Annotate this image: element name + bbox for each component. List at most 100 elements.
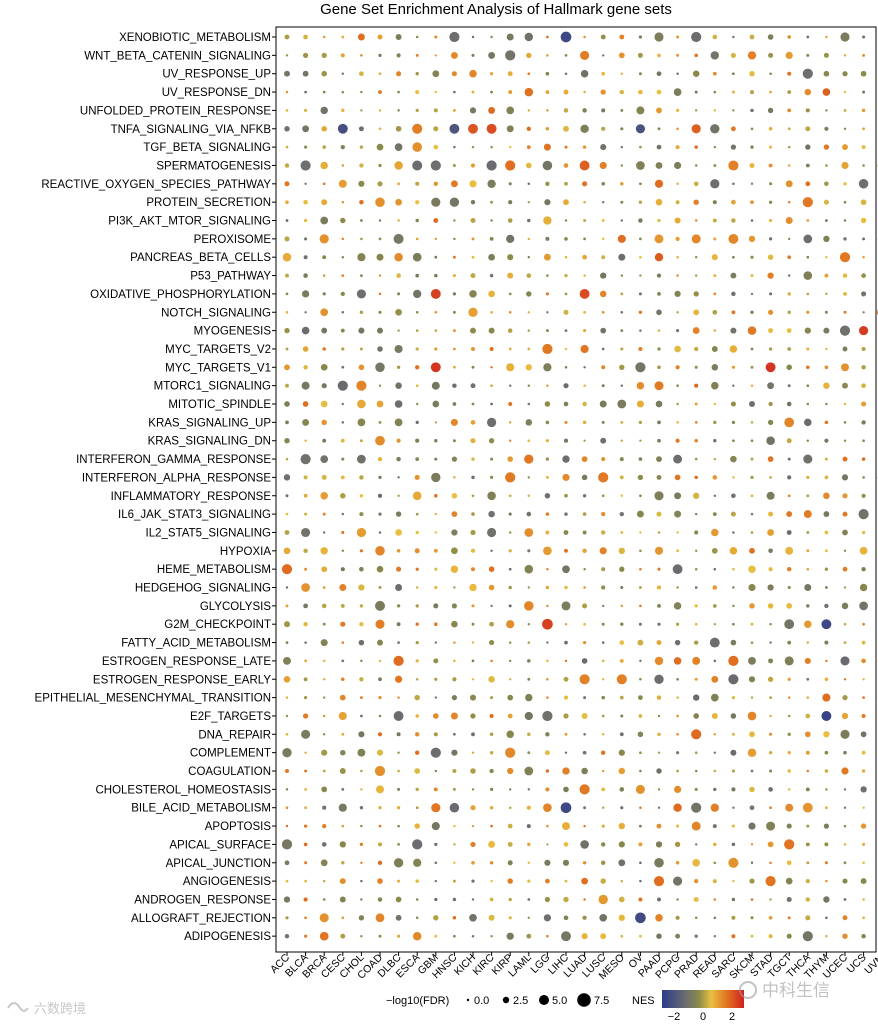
dot [657, 531, 661, 534]
dot [471, 457, 475, 461]
dot [303, 603, 308, 609]
dot [582, 530, 587, 535]
dot [433, 493, 438, 498]
row-label: HEDGEHOG_SIGNALING [135, 583, 271, 595]
dot [750, 347, 754, 351]
dot [397, 182, 401, 186]
dot [321, 786, 328, 793]
dot [637, 474, 644, 481]
row-label: MITOTIC_SPINDLE [168, 399, 271, 411]
dot [338, 711, 347, 721]
dot [542, 618, 553, 630]
dot [601, 787, 606, 792]
dot [729, 345, 738, 353]
dot [471, 512, 475, 516]
column-labels: ACCBLCABRCACESCCHOLCOADDLBCESCAGBMHNSCKI… [268, 951, 878, 982]
dot [375, 197, 385, 207]
dot [546, 384, 549, 387]
dot [377, 860, 383, 865]
dot [323, 35, 326, 39]
dot [415, 457, 420, 461]
dot [674, 217, 681, 224]
dot [674, 492, 682, 500]
dot [582, 108, 587, 113]
dot [525, 419, 533, 426]
dot [843, 54, 847, 57]
dot [508, 182, 512, 186]
dot [693, 291, 699, 297]
dot [378, 475, 382, 480]
dot [525, 364, 532, 371]
dot [378, 934, 382, 938]
dot [396, 732, 401, 737]
dot [713, 787, 717, 792]
dot [341, 237, 345, 241]
dot [620, 292, 624, 296]
dot [564, 751, 568, 754]
dot [505, 747, 516, 758]
dot [527, 861, 531, 865]
dot [806, 549, 810, 553]
dot [713, 861, 717, 865]
dot [322, 823, 327, 829]
dot [712, 512, 717, 516]
dot [357, 454, 366, 464]
dot [693, 713, 700, 719]
dot [842, 382, 848, 389]
dot [862, 439, 865, 443]
dot [564, 879, 568, 883]
dot [862, 127, 865, 131]
dot [601, 457, 606, 462]
dot [731, 420, 736, 424]
dot [505, 472, 516, 483]
dot [694, 677, 698, 681]
watermark-right: 中科生信 [739, 981, 830, 1000]
dot [471, 90, 475, 94]
dot [861, 658, 866, 664]
dot [543, 216, 552, 225]
dot [434, 567, 438, 571]
dot [339, 878, 346, 885]
dot [490, 934, 493, 938]
row-label: UV_RESPONSE_DN [162, 87, 271, 99]
dot [859, 583, 868, 592]
dot [360, 219, 363, 222]
dot [322, 255, 327, 260]
dot [768, 237, 773, 241]
dot [378, 384, 382, 387]
watermark-left: 六数跨境 [7, 1001, 86, 1016]
dot [805, 108, 810, 113]
dot [713, 751, 717, 754]
dot [322, 586, 326, 589]
row-label: E2F_TARGETS [190, 711, 271, 723]
dot [787, 127, 791, 131]
dot [768, 309, 774, 315]
dot [638, 35, 643, 39]
dot [636, 381, 645, 390]
dot [730, 749, 737, 756]
dot [713, 494, 717, 498]
dot [375, 913, 385, 923]
dot [284, 126, 290, 132]
dot [730, 52, 736, 58]
dot [300, 454, 311, 465]
dot [657, 365, 661, 370]
dot [656, 144, 662, 150]
dot [360, 109, 363, 112]
dot [748, 583, 756, 592]
dot [620, 384, 624, 387]
dot [451, 603, 457, 609]
dot [694, 219, 698, 222]
dot [824, 530, 829, 535]
dot [694, 475, 698, 480]
color-legend: NES −2 0 2 [632, 990, 744, 1023]
dot [509, 788, 512, 791]
dot [304, 696, 308, 700]
dot [469, 69, 477, 78]
dot [396, 934, 401, 938]
dot [691, 31, 702, 43]
dot [431, 381, 440, 390]
dot [787, 714, 791, 718]
size-legend-label-1: 2.5 [513, 995, 528, 1007]
row-label: EPITHELIAL_MESENCHYMAL_TRANSITION [35, 693, 271, 705]
